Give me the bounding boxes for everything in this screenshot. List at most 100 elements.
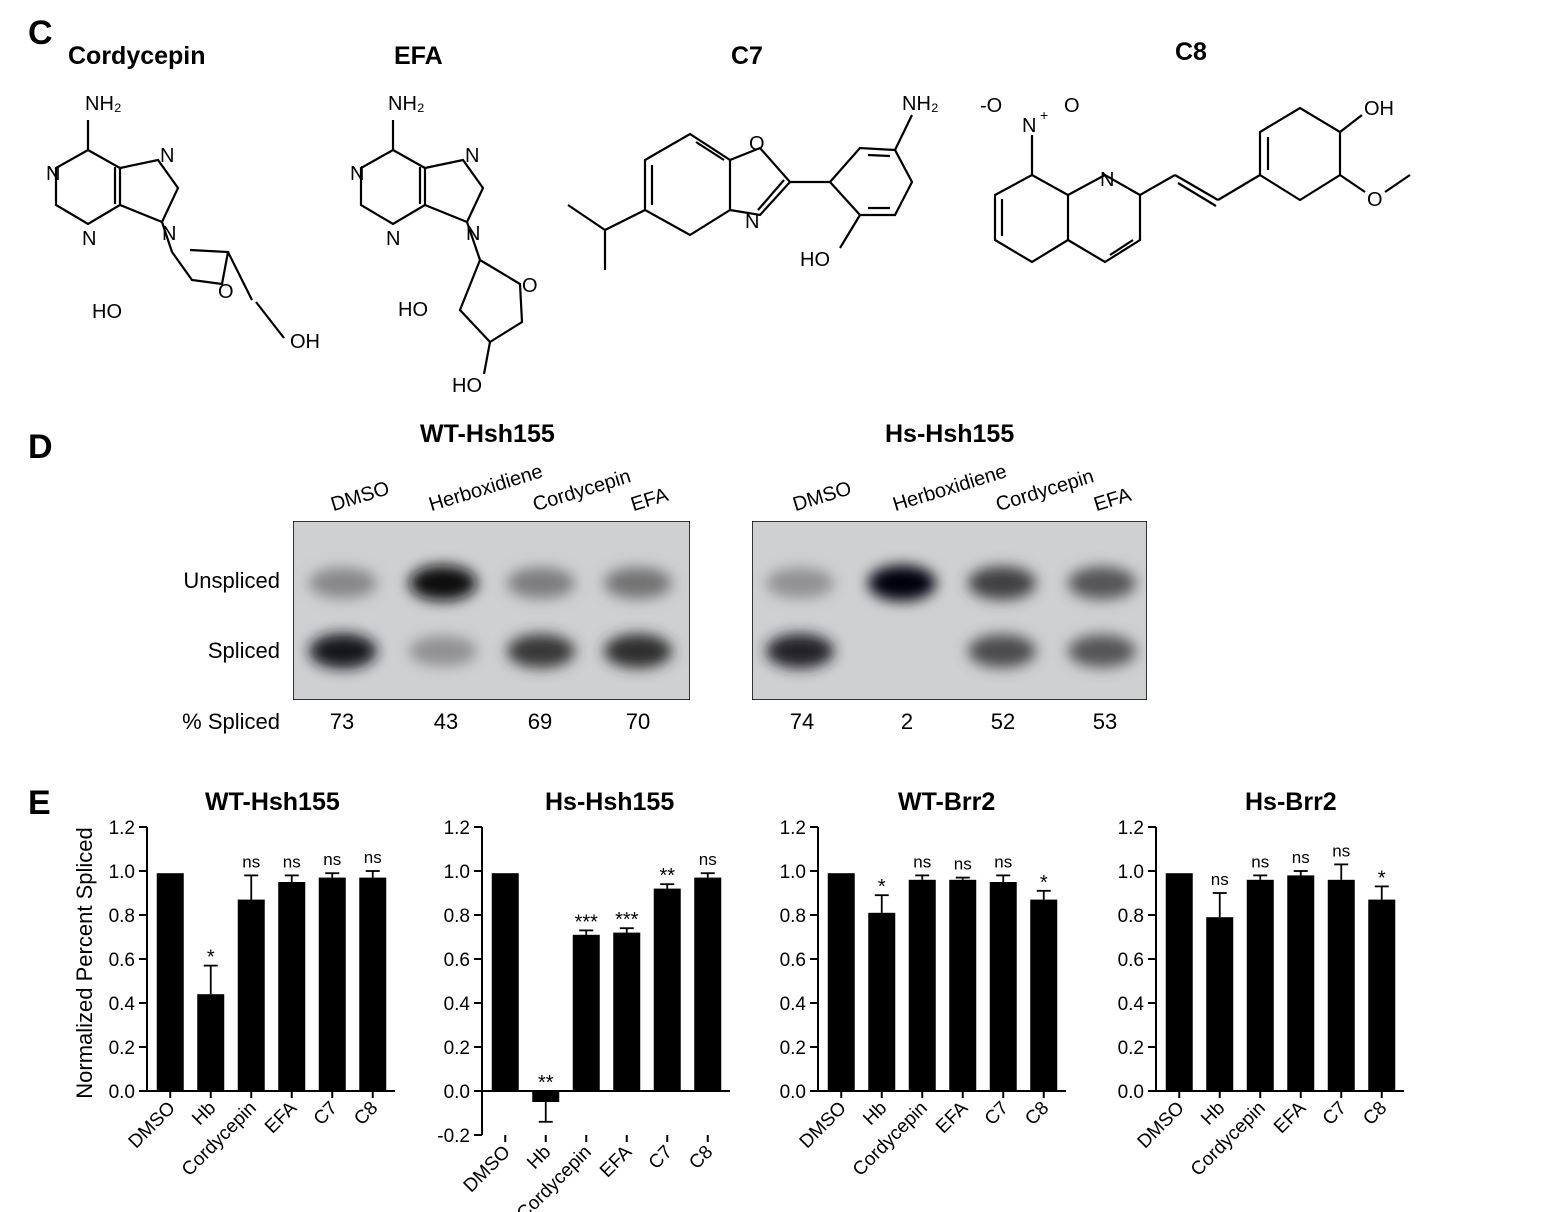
chart-title-wt-brr2: WT-Brr2 bbox=[898, 788, 996, 816]
gel2-lane-herboxidiene: Herboxidiene bbox=[890, 460, 1010, 517]
bar-cordycepin bbox=[237, 899, 265, 1091]
panel-c-letter: C bbox=[28, 14, 53, 52]
gel1-pct-dmso: 73 bbox=[329, 709, 355, 734]
bar-cordycepin bbox=[908, 879, 936, 1091]
y-tick-label: 0.0 bbox=[109, 1082, 135, 1103]
row-label-unspliced: Unspliced bbox=[183, 568, 280, 593]
y-tick-label: 0.0 bbox=[444, 1082, 470, 1103]
bar-efa bbox=[613, 932, 641, 1091]
gel1-pct-herboxidiene: 43 bbox=[433, 709, 459, 734]
gel-image-wt-hsh155 bbox=[293, 521, 690, 700]
structure-title-c7: C7 bbox=[731, 42, 763, 70]
x-tick-label: Hb bbox=[1197, 1098, 1229, 1130]
gel-band-unspliced bbox=[604, 567, 672, 599]
y-tick-label: 1.0 bbox=[109, 862, 135, 883]
gel2-lane-efa: EFA bbox=[1091, 483, 1134, 517]
y-tick-label: 0.8 bbox=[444, 906, 470, 927]
y-tick-label: 0.8 bbox=[780, 906, 806, 927]
y-tick-label: 0.2 bbox=[444, 1038, 470, 1059]
significance-label: ns bbox=[699, 850, 717, 869]
c8-structure bbox=[993, 106, 1411, 264]
chart-1: -0.2 0.0 0.2 0.4 0.6 0.8 1.0 1.2 DMSO Hb ** Cordyce… bbox=[437, 818, 730, 1212]
cordycepin-atom-n: N bbox=[82, 228, 96, 250]
efa-atom-o: O bbox=[522, 275, 538, 297]
bar-hb bbox=[1206, 917, 1234, 1091]
gel1-pct-efa: 70 bbox=[625, 709, 651, 734]
bar-c7 bbox=[1327, 879, 1355, 1091]
gel1-lane-dmso: DMSO bbox=[328, 477, 393, 517]
x-tick-label: Cordycepin bbox=[513, 1142, 596, 1212]
y-tick-label: 0.6 bbox=[444, 950, 470, 971]
cordycepin-atom-o: O bbox=[218, 281, 234, 303]
gel2-pct-herboxidiene: 2 bbox=[900, 709, 914, 734]
bar-c8 bbox=[694, 877, 722, 1091]
gel2-pct-efa: 53 bbox=[1092, 709, 1118, 734]
x-tick-label: Cordycepin bbox=[1187, 1098, 1270, 1181]
y-tick-label: 0.6 bbox=[109, 950, 135, 971]
cordycepin-atom-oh: OH bbox=[290, 331, 320, 353]
gel-title-hs-hsh155: Hs-Hsh155 bbox=[885, 420, 1015, 448]
c8-atom-o: O bbox=[1064, 95, 1080, 117]
bar-dmso bbox=[827, 873, 855, 1091]
gel2-pct-cordycepin: 52 bbox=[990, 709, 1016, 734]
efa-atom-n: N bbox=[386, 228, 400, 250]
y-tick-label: 1.2 bbox=[109, 818, 135, 839]
y-tick-label: 0.8 bbox=[1118, 906, 1144, 927]
cordycepin-atom-n: N bbox=[162, 223, 176, 245]
gel-band-unspliced bbox=[968, 566, 1036, 600]
significance-label: ** bbox=[538, 1072, 554, 1094]
y-tick-label: 0.4 bbox=[780, 994, 807, 1015]
chart-3: 0.0 0.2 0.4 0.6 0.8 1.0 1.2 DMSO Hb ns Cordycepin n… bbox=[1118, 818, 1404, 1180]
efa-atom-n: N bbox=[465, 145, 479, 167]
bar-c7 bbox=[318, 877, 346, 1091]
bar-efa bbox=[949, 879, 977, 1091]
y-tick-label: 1.2 bbox=[1118, 818, 1144, 839]
bar-hb bbox=[197, 994, 225, 1091]
y-tick-label: -0.2 bbox=[437, 1126, 470, 1147]
panel-e-letter: E bbox=[28, 784, 51, 822]
y-tick-label: 0.4 bbox=[1118, 994, 1145, 1015]
y-tick-label: 1.0 bbox=[780, 862, 806, 883]
efa-atom-n: N bbox=[350, 163, 364, 185]
cordycepin-atom-n: N bbox=[160, 145, 174, 167]
gel2-lane-dmso: DMSO bbox=[790, 477, 855, 517]
gel-title-wt-hsh155: WT-Hsh155 bbox=[420, 420, 555, 448]
significance-label: *** bbox=[575, 911, 599, 933]
significance-label: ns bbox=[283, 852, 301, 871]
significance-label: * bbox=[1040, 872, 1048, 894]
structure-title-efa: EFA bbox=[394, 42, 443, 70]
bar-dmso bbox=[156, 873, 184, 1091]
efa-atom-ho: HO bbox=[398, 299, 428, 321]
bar-c8 bbox=[1030, 899, 1058, 1091]
row-label-spliced: Spliced bbox=[207, 638, 280, 663]
gel1-lane-efa: EFA bbox=[628, 483, 671, 517]
x-tick-label: EFA bbox=[1270, 1097, 1310, 1137]
gel-band-unspliced bbox=[766, 567, 834, 599]
gel-band-spliced bbox=[1068, 634, 1136, 668]
significance-label: ns bbox=[1211, 870, 1229, 889]
y-tick-label: 1.0 bbox=[1118, 862, 1144, 883]
bar-c7 bbox=[989, 882, 1017, 1091]
cordycepin-structure bbox=[54, 120, 285, 339]
c7-atom-n: N bbox=[745, 211, 759, 233]
y-tick-label: 0.0 bbox=[1118, 1082, 1144, 1103]
y-tick-label: 0.2 bbox=[109, 1038, 135, 1059]
x-tick-label: Hb bbox=[523, 1142, 555, 1174]
gel-band-spliced bbox=[309, 633, 377, 669]
gel2-pct-dmso: 74 bbox=[789, 709, 815, 734]
significance-label: *** bbox=[615, 909, 639, 931]
bar-hb bbox=[868, 912, 896, 1091]
x-tick-label: DMSO bbox=[125, 1098, 180, 1153]
x-tick-label: DMSO bbox=[796, 1098, 851, 1153]
significance-label: ns bbox=[913, 852, 931, 871]
x-tick-label: Cordycepin bbox=[849, 1098, 932, 1181]
chart-title-wt-hsh155: WT-Hsh155 bbox=[205, 788, 340, 816]
bar-hb bbox=[532, 1091, 560, 1102]
significance-label: ns bbox=[994, 852, 1012, 871]
bar-cordycepin bbox=[1246, 879, 1274, 1091]
y-axis-label: Normalized Percent Spliced bbox=[72, 827, 97, 1098]
y-tick-label: 1.0 bbox=[444, 862, 470, 883]
c7-atom-nh2: NH₂ bbox=[902, 93, 939, 115]
gel1-lane-herboxidiene: Herboxidiene bbox=[426, 460, 546, 517]
